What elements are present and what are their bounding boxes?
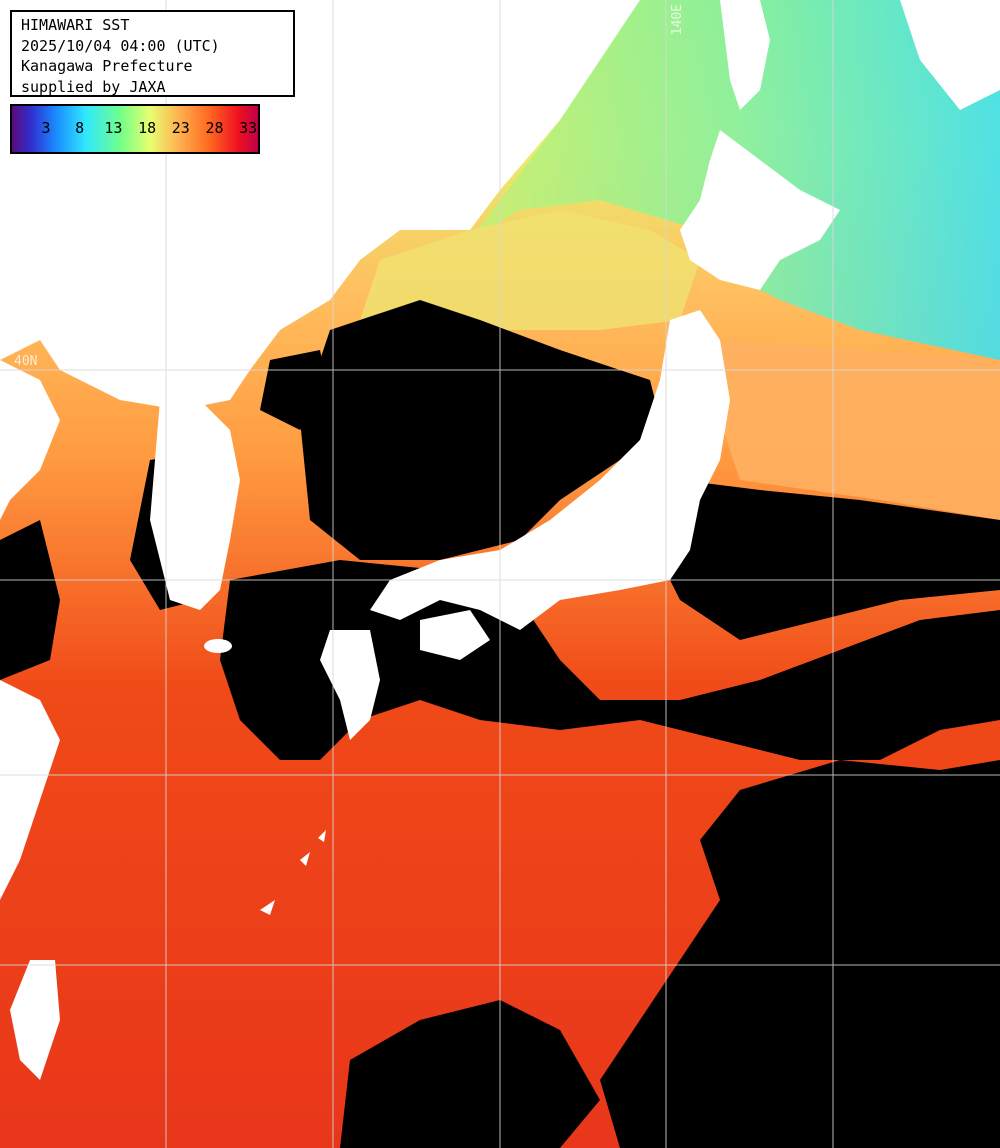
colorbar-tick: 3 bbox=[41, 119, 51, 137]
land-asia-north bbox=[0, 0, 640, 410]
colorbar-tick: 13 bbox=[104, 119, 123, 137]
land-china bbox=[0, 360, 60, 520]
map-timestamp: 2025/10/04 04:00 (UTC) bbox=[21, 36, 220, 55]
land-hokkaido bbox=[680, 130, 840, 290]
cloud-mask bbox=[0, 300, 1000, 1148]
land-honshu bbox=[370, 310, 730, 630]
colorbar-ticks: 3 8 13 18 23 28 33 bbox=[12, 119, 258, 139]
warm-east-sea bbox=[720, 340, 1000, 520]
colorbar-tick: 28 bbox=[205, 119, 224, 137]
map-region: Kanagawa Prefecture bbox=[21, 57, 193, 75]
land-taiwan bbox=[10, 960, 60, 1080]
lon-label-140: 140E bbox=[670, 4, 685, 36]
land bbox=[0, 0, 1000, 1080]
map-title: HIMAWARI SST bbox=[21, 16, 130, 34]
temperature-colorbar: 3 8 13 18 23 28 33 bbox=[10, 104, 260, 154]
colorbar-tick: 18 bbox=[138, 119, 157, 137]
map-info-box: HIMAWARI SST 2025/10/04 04:00 (UTC) Kana… bbox=[10, 10, 295, 97]
land-kyushu bbox=[320, 630, 380, 740]
land-shikoku bbox=[420, 610, 490, 660]
land-china-south bbox=[0, 680, 60, 900]
land-sakhalin bbox=[720, 0, 770, 110]
lat-label-30: 30N bbox=[14, 760, 38, 775]
colorbar-tick: 23 bbox=[171, 119, 190, 137]
land-korea bbox=[150, 400, 240, 610]
cool-sea-region bbox=[360, 210, 700, 330]
land-russia-ne bbox=[900, 0, 1000, 110]
colorbar-tick: 8 bbox=[75, 119, 85, 137]
lat-label-40: 40N bbox=[14, 354, 38, 369]
land-jeju bbox=[204, 639, 232, 653]
land-okinawa bbox=[260, 900, 275, 915]
map-supplier: supplied by JAXA bbox=[21, 77, 166, 96]
colorbar-tick: 33 bbox=[239, 119, 258, 137]
